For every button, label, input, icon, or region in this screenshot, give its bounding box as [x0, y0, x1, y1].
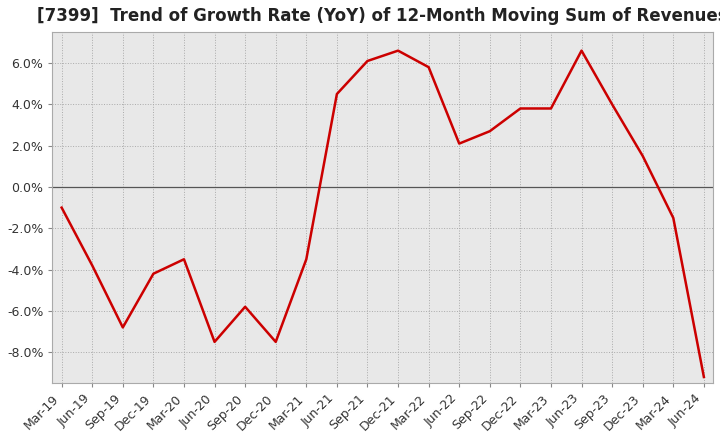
Title: [7399]  Trend of Growth Rate (YoY) of 12-Month Moving Sum of Revenues: [7399] Trend of Growth Rate (YoY) of 12-…	[37, 7, 720, 25]
